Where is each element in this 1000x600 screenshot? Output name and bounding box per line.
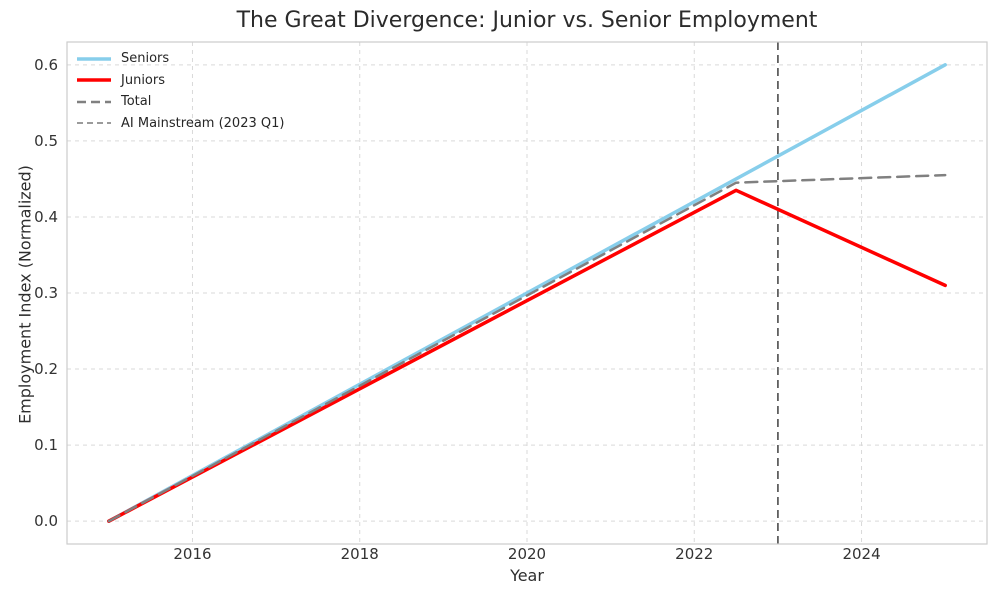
plot-border [66,41,988,545]
legend-line-sample-icon [77,78,111,82]
legend-line-sample-icon [77,100,111,103]
series-line-juniors [107,188,947,523]
x-tick-label-2022: 2022 [675,545,713,563]
x-tick-label-2020: 2020 [508,545,546,563]
x-tick-label-2018: 2018 [341,545,379,563]
y-tick-label-0.1: 0.1 [34,436,58,454]
x-axis-label: Year [510,566,544,585]
y-tick-label-0.2: 0.2 [34,360,58,378]
legend-item-total: Total [76,91,284,113]
x-tick-label-2024: 2024 [842,545,880,563]
legend-label: Juniors [121,72,165,88]
chart-title: The Great Divergence: Junior vs. Senior … [236,8,818,33]
x-tick-label-2016: 2016 [173,545,211,563]
series-line-total [107,173,947,523]
legend-label: AI Mainstream (2023 Q1) [121,115,285,131]
legend-label: Seniors [121,51,170,67]
legend-item-ai-mainstream-2023-q1: AI Mainstream (2023 Q1) [76,113,284,135]
legend-item-juniors: Juniors [76,70,284,92]
y-tick-label-0.6: 0.6 [34,56,58,74]
legend-label: Total [121,94,152,110]
y-tick-label-0.4: 0.4 [34,208,58,226]
legend-item-seniors: Seniors [76,48,284,70]
y-tick-label-0.5: 0.5 [34,132,58,150]
y-axis-label: Employment Index (Normalized) [15,165,35,424]
y-tick-label-0.0: 0.0 [34,512,58,530]
y-tick-label-0.3: 0.3 [34,284,58,302]
legend-line-sample-icon [77,57,111,61]
legend: Seniors Juniors Total AI Mainstream (2023 Q… [76,48,284,134]
legend-line-sample-icon [77,122,111,125]
